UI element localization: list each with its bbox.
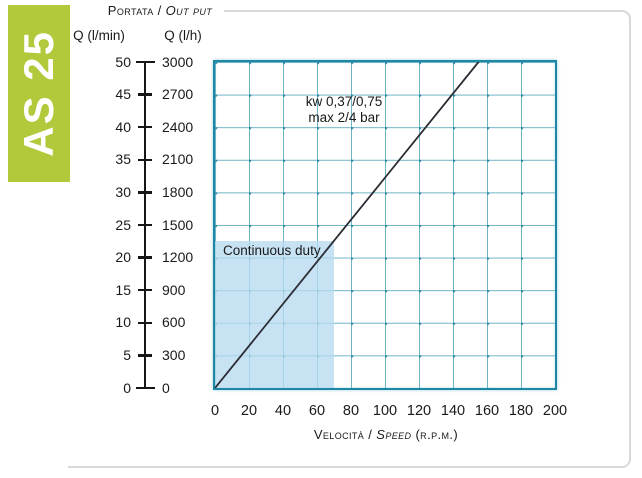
flow-tick-label-lh: 300 xyxy=(162,346,186,363)
power-note-line: kw 0,37/0,75 xyxy=(305,94,383,109)
speed-tick-label: 60 xyxy=(308,403,326,419)
speed-axis-title-it: Velocità / xyxy=(313,427,373,442)
flow-scale-tick xyxy=(138,93,152,96)
speed-tick-label: 100 xyxy=(372,403,398,419)
flow-tick-label-lh: 0 xyxy=(162,379,170,396)
flow-unit-lh: Q (l/h) xyxy=(164,28,202,43)
flow-scale-tick xyxy=(138,256,152,259)
speed-tick-label: 140 xyxy=(440,403,466,419)
speed-tick-label: 180 xyxy=(508,403,534,419)
flow-axis-title-it: Portata / xyxy=(107,3,162,18)
model-badge: AS 25 xyxy=(8,5,70,182)
flow-tick-label-lmin: 45 xyxy=(115,86,131,103)
speed-tick-label: 20 xyxy=(240,403,258,419)
continuous-duty-label: Continuous duty xyxy=(223,243,321,258)
flow-scale-tick xyxy=(138,289,152,292)
pressure-note-line: max 2/4 bar xyxy=(308,109,380,125)
speed-axis-title-unit: (r.p.m.) xyxy=(415,427,459,442)
flow-axis-title-en: Out put xyxy=(165,3,213,18)
power-pressure-note: kw 0,37/0,75 max 2/4 bar xyxy=(264,94,424,125)
model-badge-label: AS 25 xyxy=(15,30,62,157)
flow-tick-label-lh: 900 xyxy=(162,281,186,298)
flow-axis-title: Portata / Out put xyxy=(85,3,235,18)
flow-tick-label-lmin: 25 xyxy=(115,216,131,233)
flow-scale-tick xyxy=(138,354,152,357)
page-border-gap xyxy=(64,7,224,15)
flow-tick-label-lh: 2400 xyxy=(162,118,194,135)
flow-tick-label-lmin: 15 xyxy=(115,281,131,298)
flow-tick-label-lh: 600 xyxy=(162,314,186,331)
flow-scale-tick xyxy=(138,158,152,161)
flow-tick-label-lh: 2100 xyxy=(162,151,194,168)
flow-scale-tick xyxy=(135,386,155,390)
flow-tick-label-lmin: 5 xyxy=(123,346,131,363)
flow-tick-label-lh: 1800 xyxy=(162,183,194,200)
flow-tick-label-lmin: 0 xyxy=(123,379,131,396)
flow-tick-label-lh: 2700 xyxy=(162,86,194,103)
flow-tick-label-lh: 3000 xyxy=(162,53,194,70)
flow-scale-tick xyxy=(138,223,152,227)
flow-tick-label-lmin: 20 xyxy=(115,249,131,266)
flow-scale-tick xyxy=(138,321,152,324)
speed-tick-label: 80 xyxy=(342,403,360,419)
flow-tick-label-lmin: 10 xyxy=(115,314,131,331)
plot-area: Continuous duty kw 0,37/0,75 max 2/4 bar xyxy=(213,60,557,390)
speed-axis-title-en: Speed xyxy=(376,427,412,442)
page-border xyxy=(68,10,631,468)
flow-tick-label-lmin: 40 xyxy=(115,118,131,135)
speed-tick-label: 0 xyxy=(210,403,220,419)
speed-tick-label: 40 xyxy=(274,403,292,419)
speed-tick-label: 200 xyxy=(542,403,568,419)
flow-scale-tick xyxy=(138,191,152,194)
flow-tick-label-lmin: 30 xyxy=(115,183,131,200)
flow-scale-tick xyxy=(138,126,152,129)
flow-tick-label-lh: 1200 xyxy=(162,249,194,266)
flow-unit-lmin: Q (l/min) xyxy=(73,28,125,43)
flow-scale-tick xyxy=(135,60,155,64)
speed-tick-label: 160 xyxy=(474,403,500,419)
flow-tick-label-lmin: 35 xyxy=(115,151,131,168)
speed-axis-title: Velocità / Speed (r.p.m.) xyxy=(236,427,536,442)
performance-curve xyxy=(215,62,480,388)
flow-tick-label-lh: 1500 xyxy=(162,216,194,233)
flow-tick-label-lmin: 50 xyxy=(115,53,131,70)
speed-tick-label: 120 xyxy=(406,403,432,419)
